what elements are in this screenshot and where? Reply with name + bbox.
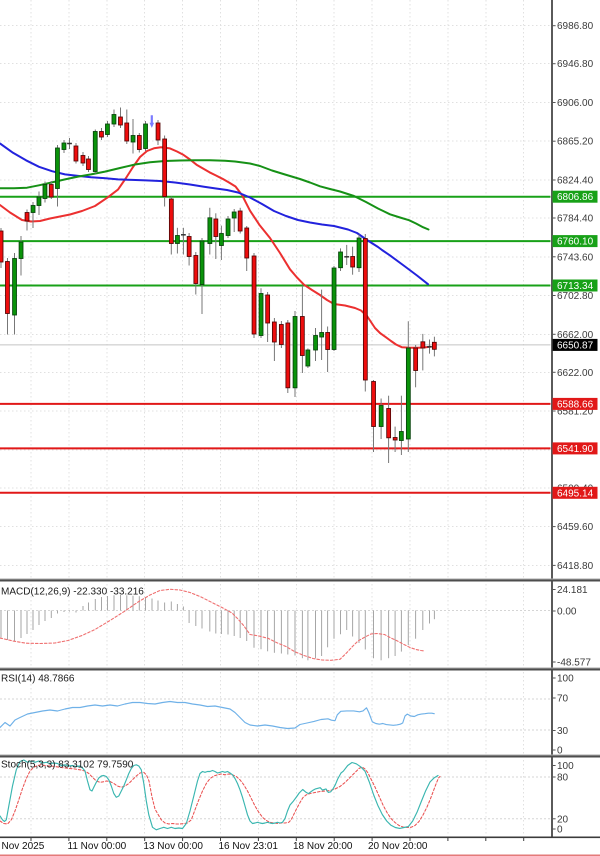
svg-text:6418.80: 6418.80 [557,561,594,572]
svg-text:6459.60: 6459.60 [557,522,594,533]
svg-text:6806.86: 6806.86 [557,192,594,203]
svg-text:100: 100 [557,761,574,772]
svg-text:80: 80 [557,773,569,784]
svg-text:100: 100 [557,674,574,685]
svg-text:20 Nov 20:00: 20 Nov 20:00 [368,841,428,852]
svg-text:6541.90: 6541.90 [557,444,594,455]
svg-text:0: 0 [557,825,563,836]
svg-text:-48.577: -48.577 [557,658,591,669]
svg-text:6986.80: 6986.80 [557,21,594,32]
svg-text:6946.80: 6946.80 [557,59,594,70]
svg-text:11 Nov 00:00: 11 Nov 00:00 [68,841,127,852]
svg-text:0.00: 0.00 [557,607,577,618]
svg-text:20: 20 [557,814,569,825]
svg-text:13 Nov 00:00: 13 Nov 00:00 [143,841,203,852]
svg-text:16 Nov 23:01: 16 Nov 23:01 [219,841,279,852]
svg-text:6743.60: 6743.60 [557,252,594,263]
svg-text:6662.00: 6662.00 [557,330,594,341]
svg-text:Stoch(5,3,3) 83.3102 79.7590: Stoch(5,3,3) 83.3102 79.7590 [1,760,134,771]
svg-text:6650.87: 6650.87 [557,340,594,351]
svg-text:6702.80: 6702.80 [557,291,594,302]
svg-text:24.181: 24.181 [557,585,588,596]
svg-text:Nov 2025: Nov 2025 [2,841,45,852]
svg-text:6865.20: 6865.20 [557,137,594,148]
svg-text:0: 0 [557,746,563,757]
svg-text:6588.66: 6588.66 [557,399,594,410]
svg-text:MACD(12,26,9) -22.330 -33.216: MACD(12,26,9) -22.330 -33.216 [1,587,144,598]
svg-text:30: 30 [557,726,569,737]
svg-text:6713.34: 6713.34 [557,281,594,292]
svg-text:6760.10: 6760.10 [557,237,594,248]
svg-text:RSI(14) 48.7866: RSI(14) 48.7866 [1,674,75,685]
svg-text:70: 70 [557,694,569,705]
svg-text:6906.00: 6906.00 [557,98,594,109]
svg-text:6824.40: 6824.40 [557,176,594,187]
svg-text:6784.40: 6784.40 [557,214,594,225]
svg-text:18 Nov 20:00: 18 Nov 20:00 [293,841,353,852]
svg-text:6622.00: 6622.00 [557,368,594,379]
svg-text:6495.14: 6495.14 [557,488,594,499]
svg-text:6581.20: 6581.20 [557,407,594,418]
